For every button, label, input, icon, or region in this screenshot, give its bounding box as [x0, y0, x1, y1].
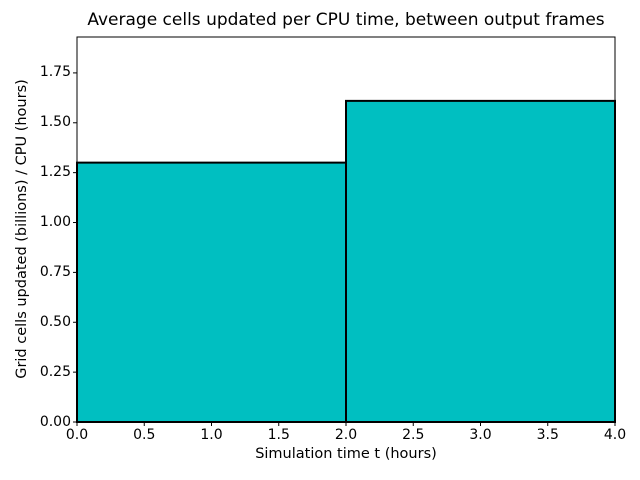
histogram-bar	[76, 161, 347, 423]
x-tick-label: 0.5	[133, 427, 156, 443]
chart-title: Average cells updated per CPU time, betw…	[87, 10, 605, 30]
x-tick-label: 1.0	[200, 427, 223, 443]
x-tick-label: 3.5	[536, 427, 559, 443]
x-tick-label: 0.0	[65, 427, 89, 443]
y-tick-label: 0.25	[39, 363, 71, 380]
x-tick-label: 2.5	[402, 427, 425, 443]
x-tick-label: 2.0	[334, 427, 358, 443]
x-tick-label: 1.5	[267, 427, 290, 443]
y-tick-label: 1.00	[39, 214, 71, 231]
x-tick-label: 4.0	[603, 427, 627, 443]
y-tick-label: 0.50	[39, 313, 71, 330]
x-tick-label: 3.0	[469, 427, 492, 443]
x-axis-label: Simulation time t (hours)	[255, 446, 437, 462]
y-tick-label: 1.75	[39, 64, 71, 81]
histogram-bar	[345, 99, 616, 423]
y-tick-label: 0.00	[39, 413, 71, 430]
y-tick-label: 0.75	[39, 263, 71, 280]
y-tick-label: 1.50	[39, 114, 71, 131]
y-tick-label: 1.25	[39, 164, 71, 181]
